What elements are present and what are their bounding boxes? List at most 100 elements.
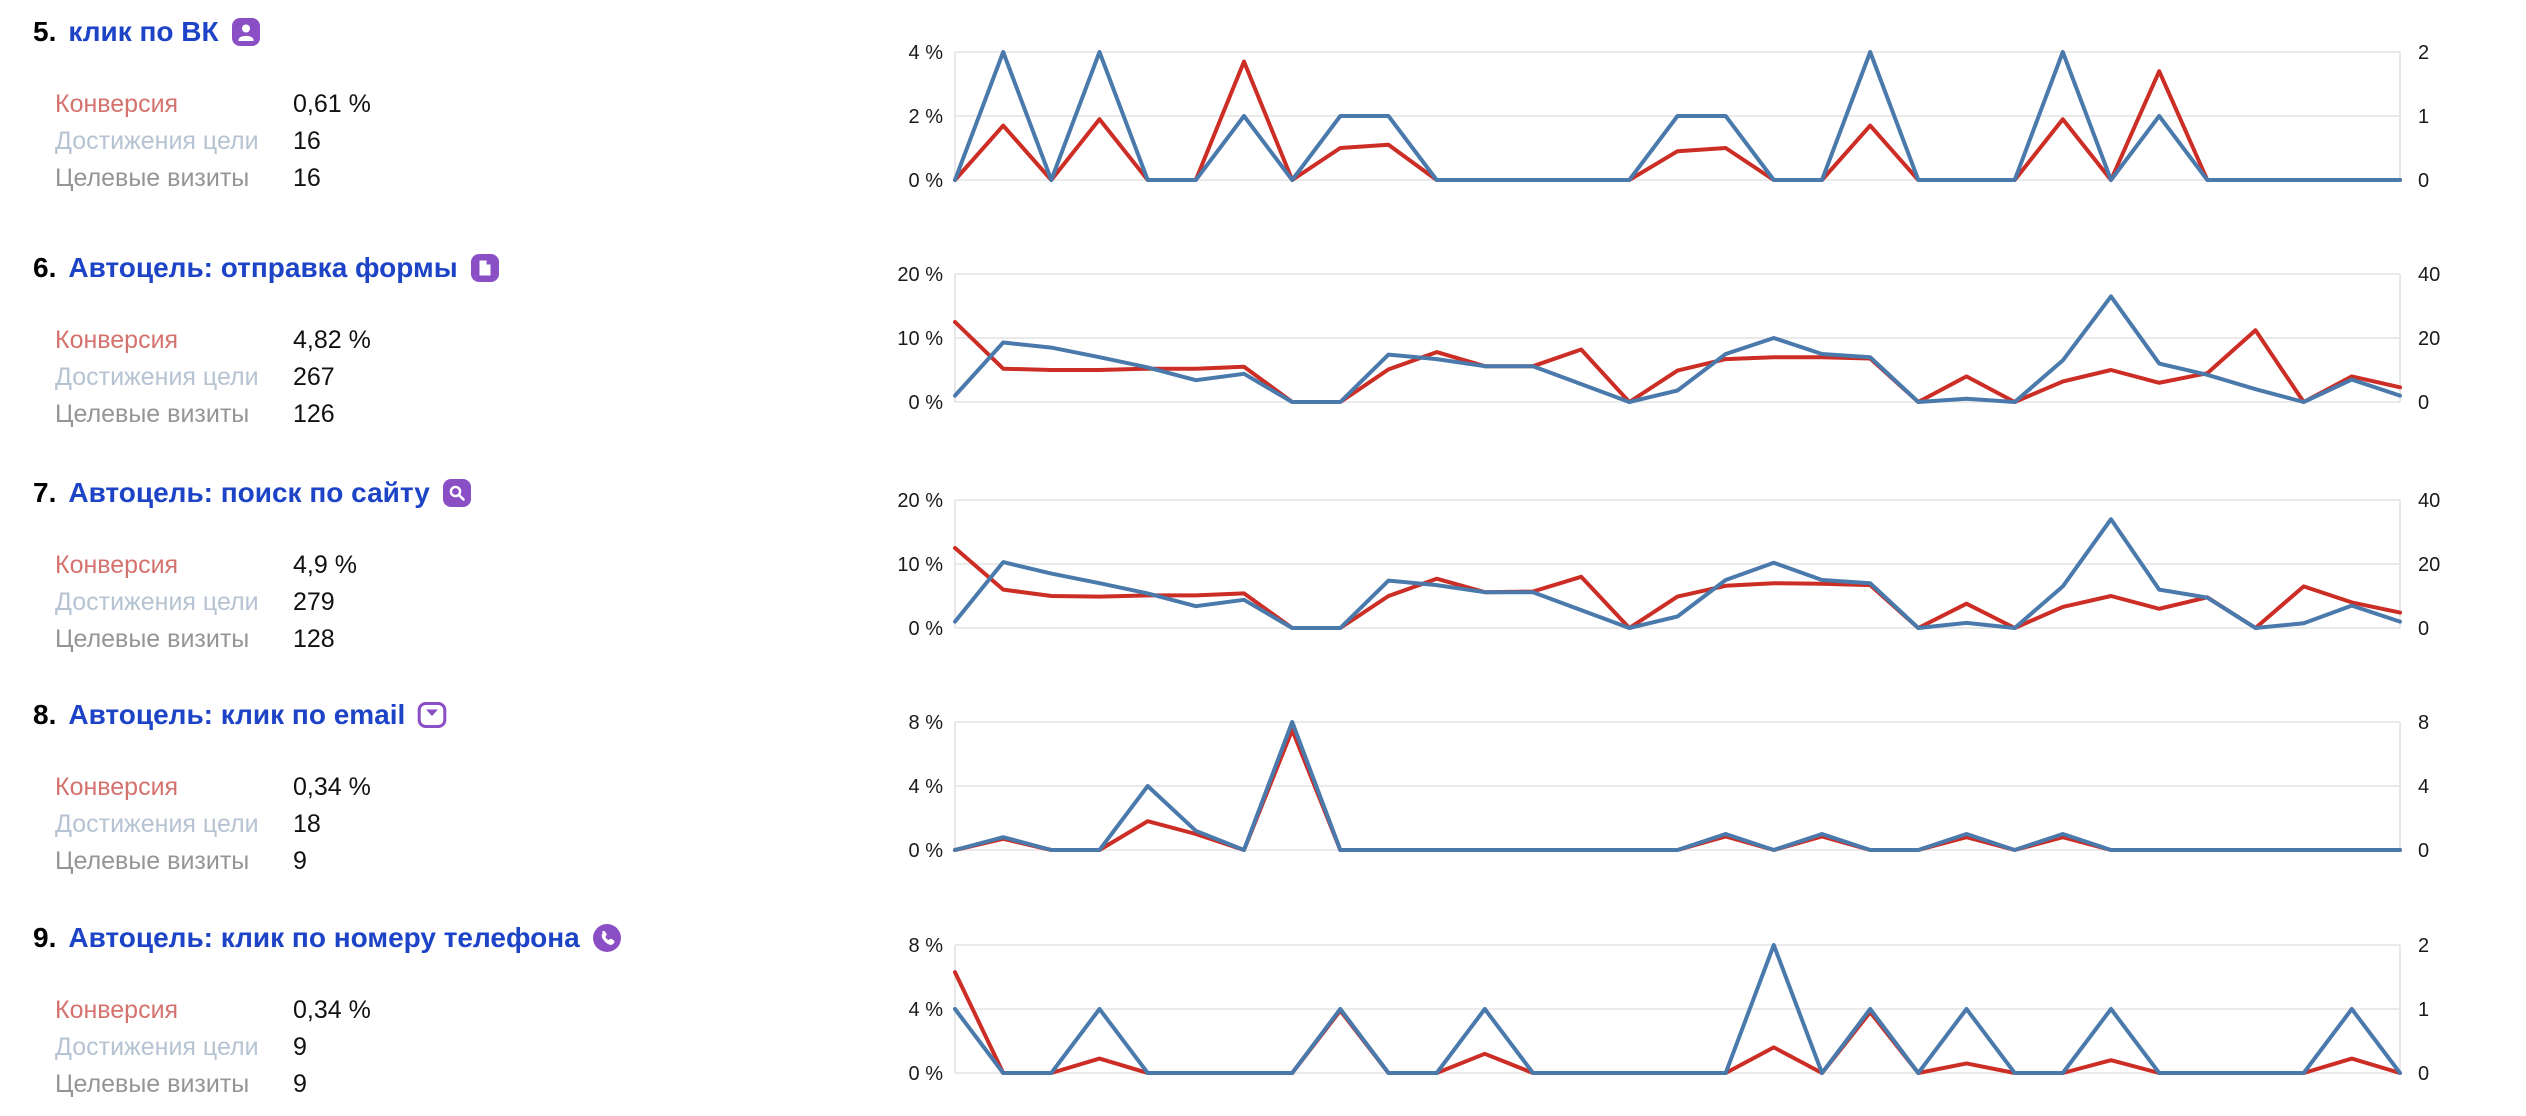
left-axis-tick: 8 % bbox=[909, 712, 944, 734]
goal-reaches-line bbox=[953, 294, 2402, 404]
reaches-value: 9 bbox=[293, 1033, 307, 1061]
left-axis-tick: 10 % bbox=[897, 328, 943, 350]
visits-label: Целевые визиты bbox=[55, 164, 250, 192]
visits-value: 126 bbox=[293, 400, 335, 428]
goal-trend-chart: 8 % 4 % 0 % 2 1 0 bbox=[909, 935, 2430, 1085]
goal-title-link[interactable]: Автоцель: клик по номеру телефона bbox=[68, 922, 580, 953]
right-axis-tick: 20 bbox=[2418, 554, 2440, 576]
conversion-label: Конверсия bbox=[55, 996, 179, 1024]
goal-title-link[interactable]: Автоцель: поиск по сайту bbox=[68, 477, 430, 508]
right-axis-tick: 1 bbox=[2418, 106, 2429, 128]
left-axis-tick: 4 % bbox=[909, 776, 944, 798]
goal-block: 9. Автоцель: клик по номеру телефона Кон… bbox=[33, 922, 873, 1098]
goal-trend-chart: 20 % 10 % 0 % 40 20 0 bbox=[897, 490, 2440, 640]
right-axis-tick: 4 bbox=[2418, 776, 2429, 798]
left-axis-tick: 2 % bbox=[909, 106, 944, 128]
goal-stats: Конверсия 4,82 % Достижения цели 267 Целев… bbox=[55, 322, 615, 433]
goal-number: 6. bbox=[33, 252, 57, 283]
conversion-line bbox=[953, 970, 2402, 1075]
goal-block: 8. Автоцель: клик по email Конверсия 0,34… bbox=[33, 699, 873, 875]
reaches-value: 267 bbox=[293, 363, 335, 391]
right-axis-tick: 0 bbox=[2418, 618, 2429, 640]
reaches-label: Достижения цели bbox=[55, 363, 259, 391]
goal-reaches-line bbox=[953, 720, 2402, 852]
reaches-value: 16 bbox=[293, 127, 321, 155]
email-icon bbox=[418, 702, 447, 728]
right-axis-tick: 1 bbox=[2418, 999, 2429, 1021]
conversion-label: Конверсия bbox=[55, 773, 179, 801]
conversion-value: 0,34 % bbox=[293, 996, 371, 1024]
conversion-line bbox=[953, 320, 2402, 404]
visits-label: Целевые визиты bbox=[55, 847, 250, 875]
left-axis-tick: 4 % bbox=[909, 999, 944, 1021]
right-axis-tick: 0 bbox=[2418, 392, 2429, 414]
left-axis-tick: 0 % bbox=[909, 618, 944, 640]
goal-reaches-line bbox=[953, 517, 2402, 630]
goal-number: 5. bbox=[33, 16, 57, 47]
reaches-value: 18 bbox=[293, 810, 321, 838]
conversion-value: 4,82 % bbox=[293, 326, 371, 354]
left-axis-tick: 0 % bbox=[909, 840, 944, 862]
goal-block: 6. Автоцель: отправка формы Конверсия 4,8… bbox=[33, 252, 873, 428]
left-axis-tick: 0 % bbox=[909, 392, 944, 414]
goal-block: 5. клик по ВК Конверсия 0,61 % Достижения… bbox=[33, 16, 873, 192]
goal-number: 8. bbox=[33, 699, 57, 730]
visits-label: Целевые визиты bbox=[55, 1070, 250, 1098]
conversion-label: Конверсия bbox=[55, 326, 179, 354]
goal-block: 7. Автоцель: поиск по сайту Конверсия 4,9… bbox=[33, 477, 873, 653]
reaches-label: Достижения цели bbox=[55, 1033, 259, 1061]
visits-label: Целевые визиты bbox=[55, 625, 250, 653]
left-axis-tick: 0 % bbox=[909, 1063, 944, 1085]
goal-stats: Конверсия 0,61 % Достижения цели 16 Целевы… bbox=[55, 86, 615, 197]
goal-title-link[interactable]: Автоцель: клик по email bbox=[68, 699, 406, 730]
right-axis-tick: 20 bbox=[2418, 328, 2440, 350]
conversion-value: 4,9 % bbox=[293, 551, 357, 579]
goal-stats: Конверсия 0,34 % Достижения цели 9 Целевые… bbox=[55, 992, 615, 1103]
search-icon bbox=[442, 479, 471, 507]
reaches-value: 279 bbox=[293, 588, 335, 616]
conversion-line bbox=[953, 59, 2402, 182]
reaches-label: Достижения цели bbox=[55, 588, 259, 616]
left-axis-tick: 0 % bbox=[909, 170, 944, 192]
left-axis-tick: 20 % bbox=[897, 490, 943, 512]
phone-icon bbox=[592, 924, 621, 952]
conversion-value: 0,34 % bbox=[293, 773, 371, 801]
goal-title-link[interactable]: Автоцель: отправка формы bbox=[68, 252, 458, 283]
conversion-line bbox=[953, 546, 2402, 630]
right-axis-tick: 40 bbox=[2418, 264, 2440, 286]
right-axis-tick: 0 bbox=[2418, 840, 2429, 862]
right-axis-tick: 40 bbox=[2418, 490, 2440, 512]
right-axis-tick: 8 bbox=[2418, 712, 2429, 734]
goal-reaches-line bbox=[953, 50, 2402, 182]
left-axis-tick: 4 % bbox=[909, 42, 944, 64]
goal-number: 9. bbox=[33, 922, 57, 953]
right-axis-tick: 0 bbox=[2418, 170, 2429, 192]
goal-reaches-line bbox=[953, 943, 2402, 1075]
form-page-icon bbox=[470, 254, 499, 282]
conversion-value: 0,61 % bbox=[293, 90, 371, 118]
right-axis-tick: 2 bbox=[2418, 935, 2429, 957]
user-icon bbox=[231, 18, 260, 46]
conversion-line bbox=[953, 728, 2402, 852]
visits-value: 128 bbox=[293, 625, 335, 653]
conversion-label: Конверсия bbox=[55, 90, 179, 118]
left-axis-tick: 20 % bbox=[897, 264, 943, 286]
goal-trend-chart: 8 % 4 % 0 % 8 4 0 bbox=[909, 712, 2430, 862]
goal-stats: Конверсия 0,34 % Достижения цели 18 Целевы… bbox=[55, 769, 615, 880]
visits-value: 9 bbox=[293, 847, 307, 875]
left-axis-tick: 10 % bbox=[897, 554, 943, 576]
reaches-label: Достижения цели bbox=[55, 127, 259, 155]
goal-title-link[interactable]: клик по ВК bbox=[68, 16, 219, 47]
goal-trend-chart: 20 % 10 % 0 % 40 20 0 bbox=[897, 264, 2440, 414]
goal-trend-chart: 4 % 2 % 0 % 2 1 0 bbox=[909, 42, 2430, 192]
visits-label: Целевые визиты bbox=[55, 400, 250, 428]
right-axis-tick: 2 bbox=[2418, 42, 2429, 64]
left-axis-tick: 8 % bbox=[909, 935, 944, 957]
goal-stats: Конверсия 4,9 % Достижения цели 279 Целевы… bbox=[55, 547, 615, 658]
visits-value: 16 bbox=[293, 164, 321, 192]
goal-number: 7. bbox=[33, 477, 57, 508]
visits-value: 9 bbox=[293, 1070, 307, 1098]
reaches-label: Достижения цели bbox=[55, 810, 259, 838]
conversion-label: Конверсия bbox=[55, 551, 179, 579]
